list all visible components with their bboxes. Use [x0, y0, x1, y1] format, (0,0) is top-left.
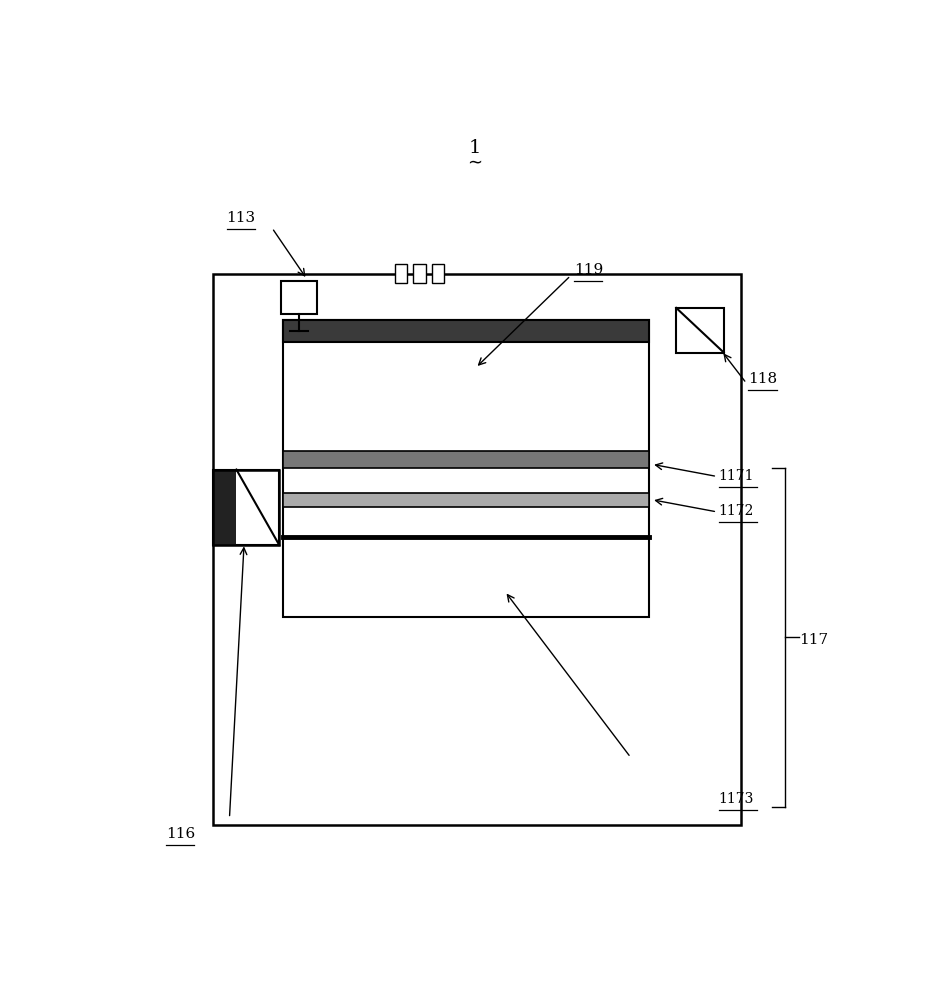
Bar — [213, 470, 279, 545]
Text: 1172: 1172 — [717, 504, 753, 518]
Text: 119: 119 — [573, 263, 602, 277]
Bar — [282, 493, 649, 507]
Bar — [413, 264, 425, 283]
Bar — [213, 470, 236, 545]
Bar — [395, 264, 407, 283]
Text: 1: 1 — [468, 139, 480, 157]
Text: 1171: 1171 — [717, 469, 753, 483]
Text: 118: 118 — [747, 372, 776, 386]
Text: 1173: 1173 — [717, 792, 753, 806]
Text: 113: 113 — [227, 211, 256, 225]
Bar — [213, 470, 279, 545]
Bar — [213, 274, 740, 825]
Bar — [282, 320, 649, 342]
Bar — [282, 451, 649, 468]
Bar — [676, 308, 723, 353]
Bar — [431, 264, 444, 283]
Text: ∼: ∼ — [466, 154, 481, 172]
Text: 117: 117 — [799, 633, 828, 647]
Text: 116: 116 — [165, 827, 194, 841]
Bar — [280, 281, 317, 314]
Bar — [282, 320, 649, 617]
